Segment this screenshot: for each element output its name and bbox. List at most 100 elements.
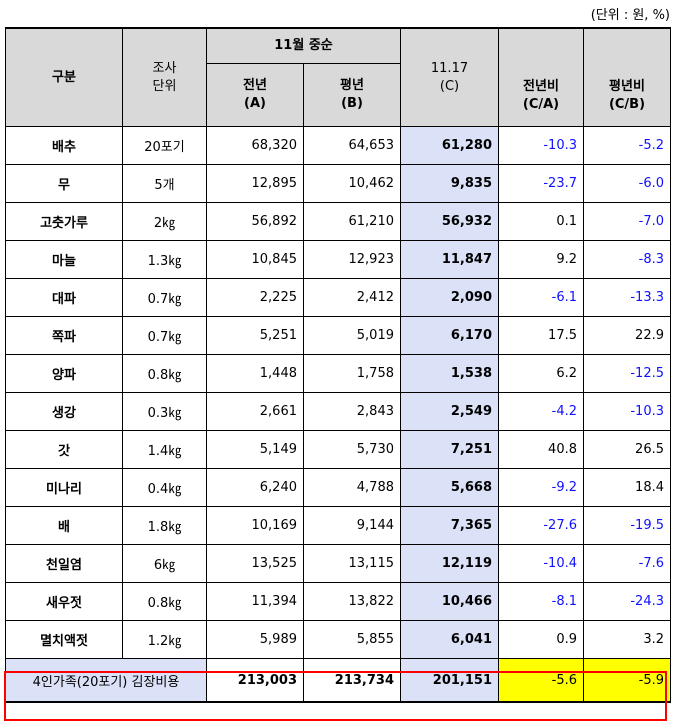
item-unit: 1.3㎏ xyxy=(122,240,207,279)
item-prev-year: 68,320 xyxy=(206,126,304,165)
kimchi-cost-table: 구분 조사 단위 11월 중순 11.17 (C) 전년비 (C/A) 평년비 … xyxy=(5,27,671,703)
item-ratio-avg: -12.5 xyxy=(583,354,671,393)
item-name: 마늘 xyxy=(5,240,123,279)
item-current: 61,280 xyxy=(400,126,499,165)
item-avg-year: 64,653 xyxy=(303,126,401,165)
item-unit: 0.8㎏ xyxy=(122,582,207,621)
item-ratio-prev: -8.1 xyxy=(498,582,584,621)
item-current: 7,251 xyxy=(400,430,499,469)
item-avg-year: 13,822 xyxy=(303,582,401,621)
table-row: 멸치액젓 1.2㎏ 5,989 5,855 6,041 0.9 3.2 xyxy=(5,620,671,659)
item-name: 멸치액젓 xyxy=(5,620,123,659)
item-avg-year: 2,843 xyxy=(303,392,401,431)
total-row: 4인가족(20포기) 김장비용 213,003 213,734 201,151 … xyxy=(5,658,671,703)
item-unit: 1.8㎏ xyxy=(122,506,207,545)
item-ratio-avg: -7.0 xyxy=(583,202,671,241)
item-avg-year: 5,019 xyxy=(303,316,401,355)
table-row: 배 1.8㎏ 10,169 9,144 7,365 -27.6 -19.5 xyxy=(5,506,671,545)
table-row: 미나리 0.4㎏ 6,240 4,788 5,668 -9.2 18.4 xyxy=(5,468,671,507)
item-name: 천일염 xyxy=(5,544,123,583)
table-row: 무 5개 12,895 10,462 9,835 -23.7 -6.0 xyxy=(5,164,671,203)
item-current: 6,170 xyxy=(400,316,499,355)
header-prev-year: 전년 (A) xyxy=(206,63,304,127)
total-prev-year: 213,003 xyxy=(206,658,304,703)
item-ratio-prev: -23.7 xyxy=(498,164,584,203)
item-ratio-avg: -7.6 xyxy=(583,544,671,583)
item-name: 배추 xyxy=(5,126,123,165)
item-unit: 0.3㎏ xyxy=(122,392,207,431)
item-name: 무 xyxy=(5,164,123,203)
item-unit: 0.8㎏ xyxy=(122,354,207,393)
item-current: 11,847 xyxy=(400,240,499,279)
total-label: 4인가족(20포기) 김장비용 xyxy=(5,658,207,703)
header-current: 11.17 (C) xyxy=(400,27,499,127)
item-prev-year: 11,394 xyxy=(206,582,304,621)
item-name: 배 xyxy=(5,506,123,545)
item-avg-year: 9,144 xyxy=(303,506,401,545)
item-prev-year: 2,661 xyxy=(206,392,304,431)
unit-note: (단위 : 원, %) xyxy=(590,8,670,23)
item-unit: 5개 xyxy=(122,164,207,203)
item-name: 생강 xyxy=(5,392,123,431)
item-prev-year: 10,845 xyxy=(206,240,304,279)
total-ratio-prev: -5.6 xyxy=(498,658,584,703)
item-avg-year: 61,210 xyxy=(303,202,401,241)
header-ratio-avg: 평년비 (C/B) xyxy=(583,27,671,127)
item-current: 2,090 xyxy=(400,278,499,317)
item-avg-year: 2,412 xyxy=(303,278,401,317)
item-ratio-prev: -27.6 xyxy=(498,506,584,545)
item-ratio-avg: 26.5 xyxy=(583,430,671,469)
total-avg-year: 213,734 xyxy=(303,658,401,703)
item-current: 12,119 xyxy=(400,544,499,583)
item-avg-year: 5,855 xyxy=(303,620,401,659)
item-avg-year: 12,923 xyxy=(303,240,401,279)
header-group: 11월 중순 xyxy=(206,27,401,64)
item-unit: 20포기 xyxy=(122,126,207,165)
item-ratio-avg: -13.3 xyxy=(583,278,671,317)
item-ratio-prev: 0.1 xyxy=(498,202,584,241)
table-row: 고춧가루 2㎏ 56,892 61,210 56,932 0.1 -7.0 xyxy=(5,202,671,241)
table-row: 천일염 6㎏ 13,525 13,115 12,119 -10.4 -7.6 xyxy=(5,544,671,583)
item-ratio-avg: -8.3 xyxy=(583,240,671,279)
item-ratio-prev: -9.2 xyxy=(498,468,584,507)
item-avg-year: 13,115 xyxy=(303,544,401,583)
item-prev-year: 13,525 xyxy=(206,544,304,583)
table-row: 새우젓 0.8㎏ 11,394 13,822 10,466 -8.1 -24.3 xyxy=(5,582,671,621)
item-current: 10,466 xyxy=(400,582,499,621)
item-unit: 6㎏ xyxy=(122,544,207,583)
item-avg-year: 1,758 xyxy=(303,354,401,393)
item-prev-year: 10,169 xyxy=(206,506,304,545)
item-prev-year: 5,989 xyxy=(206,620,304,659)
item-unit: 0.7㎏ xyxy=(122,278,207,317)
table-row: 배추 20포기 68,320 64,653 61,280 -10.3 -5.2 xyxy=(5,126,671,165)
item-ratio-avg: -24.3 xyxy=(583,582,671,621)
header-avg-year: 평년 (B) xyxy=(303,63,401,127)
item-ratio-prev: -10.4 xyxy=(498,544,584,583)
item-ratio-prev: -6.1 xyxy=(498,278,584,317)
item-ratio-prev: -10.3 xyxy=(498,126,584,165)
item-ratio-prev: 17.5 xyxy=(498,316,584,355)
item-name: 대파 xyxy=(5,278,123,317)
item-avg-year: 5,730 xyxy=(303,430,401,469)
item-name: 미나리 xyxy=(5,468,123,507)
item-current: 2,549 xyxy=(400,392,499,431)
item-avg-year: 10,462 xyxy=(303,164,401,203)
item-ratio-prev: 6.2 xyxy=(498,354,584,393)
item-current: 7,365 xyxy=(400,506,499,545)
item-ratio-prev: 40.8 xyxy=(498,430,584,469)
item-ratio-prev: -4.2 xyxy=(498,392,584,431)
item-prev-year: 1,448 xyxy=(206,354,304,393)
table-row: 양파 0.8㎏ 1,448 1,758 1,538 6.2 -12.5 xyxy=(5,354,671,393)
item-unit: 1.4㎏ xyxy=(122,430,207,469)
item-ratio-avg: -10.3 xyxy=(583,392,671,431)
item-name: 쪽파 xyxy=(5,316,123,355)
item-ratio-avg: -5.2 xyxy=(583,126,671,165)
item-prev-year: 2,225 xyxy=(206,278,304,317)
item-current: 6,041 xyxy=(400,620,499,659)
item-prev-year: 56,892 xyxy=(206,202,304,241)
item-current: 56,932 xyxy=(400,202,499,241)
item-name: 새우젓 xyxy=(5,582,123,621)
table-row: 마늘 1.3㎏ 10,845 12,923 11,847 9.2 -8.3 xyxy=(5,240,671,279)
item-ratio-prev: 0.9 xyxy=(498,620,584,659)
table-row: 대파 0.7㎏ 2,225 2,412 2,090 -6.1 -13.3 xyxy=(5,278,671,317)
